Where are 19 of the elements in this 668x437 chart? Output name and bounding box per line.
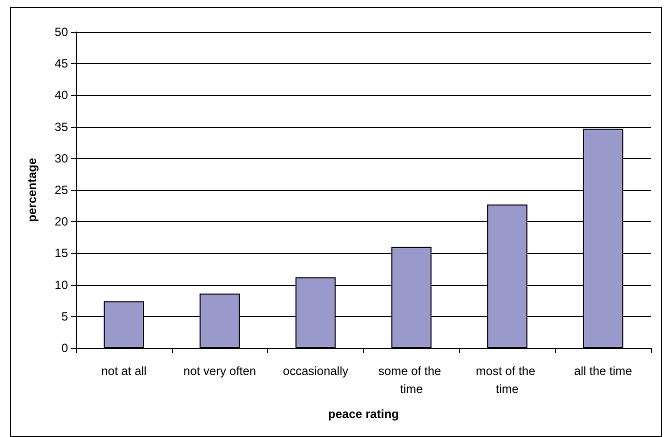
y-tick-label: 5	[61, 309, 68, 324]
y-tick-label: 45	[54, 56, 68, 71]
y-tick-label: 40	[54, 88, 68, 102]
y-tick-label: 25	[54, 183, 68, 197]
y-axis-title: percentage	[25, 158, 39, 222]
x-tick-label: not at all	[101, 364, 147, 378]
y-tick-label: 50	[54, 25, 68, 39]
x-tick-label: occasionally	[282, 364, 348, 378]
y-tick-label: 15	[54, 246, 68, 260]
x-axis-title: peace rating	[328, 407, 399, 421]
x-tick-label: most of the time	[476, 364, 539, 396]
y-tick-label: 20	[54, 214, 68, 229]
y-tick-label: 0	[61, 341, 68, 355]
x-tick-label: some of the time	[378, 364, 444, 396]
y-tick-label: 35	[54, 120, 68, 134]
y-tick-label: 10	[54, 278, 68, 292]
x-tick-label: all the time	[574, 364, 632, 378]
y-tick-label: 30	[54, 151, 68, 166]
x-tick-label: not very often	[183, 364, 256, 378]
